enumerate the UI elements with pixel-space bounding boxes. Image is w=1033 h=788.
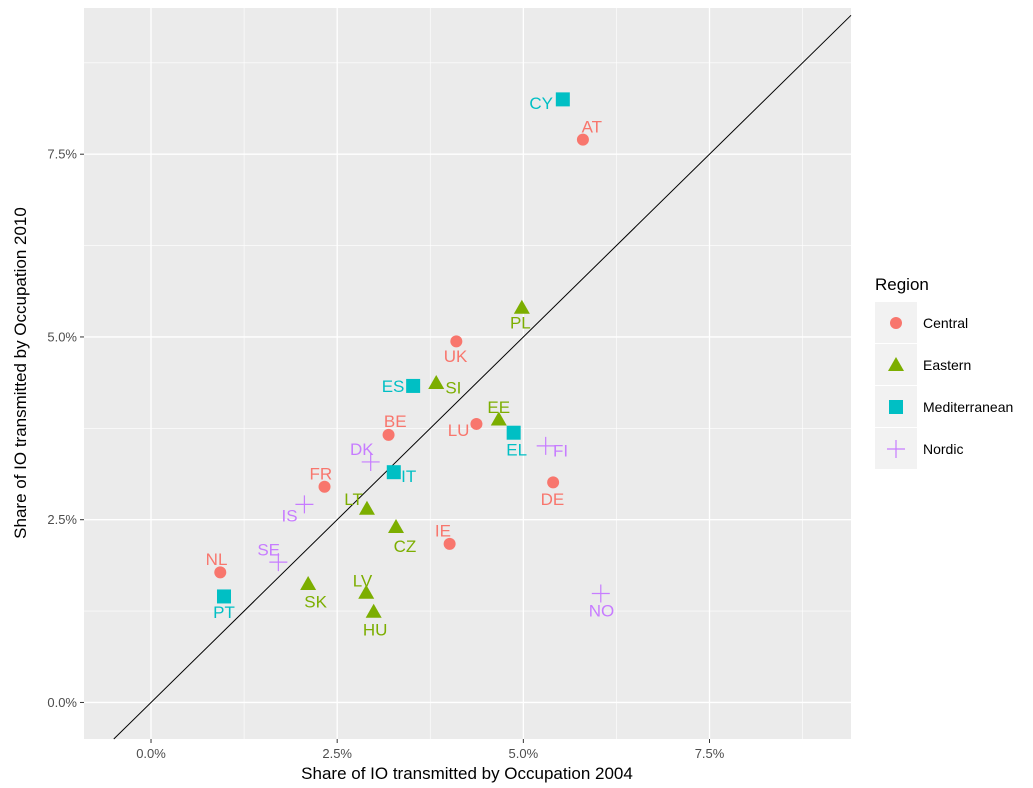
point-se [269,553,288,572]
point-lv [358,584,375,599]
label-lv: LV [353,571,373,590]
label-pt: PT [213,603,235,622]
point-fi [536,436,555,455]
label-pl: PL [510,313,531,332]
label-it: IT [401,467,416,486]
x-tick-label: 0.0% [136,746,166,761]
legend-title: Region [875,275,929,294]
point-pt [216,589,231,604]
point-no [591,584,610,603]
y-tick-label: 7.5% [47,147,77,162]
label-at: AT [582,117,602,136]
label-el: EL [506,441,527,460]
legend: Region Central Eastern Mediterranean Nordic [875,275,1013,469]
label-be: BE [384,412,407,431]
label-is: IS [281,506,297,525]
x-tick-label: 7.5% [695,746,725,761]
point-es [406,378,421,393]
data-points [214,92,610,618]
major-gridlines [84,8,851,739]
label-no: NO [589,601,615,620]
label-si: SI [445,378,461,397]
label-de: DE [541,490,565,509]
label-fr: FR [309,465,332,484]
label-lu: LU [448,421,470,440]
label-se: SE [257,541,280,560]
legend-label-mediterranean: Mediterranean [923,399,1013,415]
minor-gridlines [84,8,851,739]
label-lt: LT [344,490,363,509]
label-ee: EE [487,398,510,417]
point-dk [361,452,380,471]
legend-symbol-eastern [888,357,904,371]
x-tick-label: 5.0% [509,746,539,761]
point-at [576,133,589,146]
point-nl [214,566,227,579]
legend-symbol-central [890,317,902,329]
legend-symbol-mediterranean [889,400,903,414]
point-uk [450,335,463,348]
point-ie [443,537,456,550]
y-tick-label: 0.0% [47,695,77,710]
point-sk [300,576,317,591]
legend-label-central: Central [923,315,968,331]
point-labels: AT UK BE LU FR IE DE NL PL SI EE LT CZ SK LV HU CY ES EL IT… [206,94,615,639]
point-is [295,495,314,514]
label-nl: NL [206,550,228,569]
point-be [382,428,395,441]
point-si [428,375,445,390]
label-sk: SK [304,593,327,612]
label-cy: CY [529,94,553,113]
x-tick-label: 2.5% [322,746,352,761]
point-cz [388,519,405,534]
point-hu [365,603,382,618]
y-axis-title: Share of IO transmitted by Occupation 20… [11,207,30,539]
point-el [506,425,521,440]
point-it [386,465,401,480]
label-dk: DK [350,440,374,459]
label-uk: UK [444,347,468,366]
x-axis-ticks: 0.0% 2.5% 5.0% 7.5% [136,739,725,761]
legend-label-eastern: Eastern [923,357,971,373]
y-axis-ticks: 0.0% 2.5% 5.0% 7.5% [47,147,84,710]
legend-label-nordic: Nordic [923,441,963,457]
reference-line-group [113,14,852,740]
point-lt [358,500,375,515]
y-tick-label: 5.0% [47,329,77,344]
label-fi: FI [553,441,568,460]
plot-panel [84,8,851,739]
point-lu [470,417,483,430]
label-es: ES [382,377,405,396]
reference-line [113,14,852,740]
label-cz: CZ [394,537,417,556]
x-axis-title: Share of IO transmitted by Occupation 20… [301,764,633,783]
point-de [547,476,560,489]
point-ee [490,411,507,426]
point-pl [513,299,530,314]
label-hu: HU [363,620,388,639]
point-fr [318,480,331,493]
legend-symbol-nordic [887,440,905,458]
y-tick-label: 2.5% [47,512,77,527]
label-ie: IE [435,522,451,541]
point-cy [555,92,570,107]
